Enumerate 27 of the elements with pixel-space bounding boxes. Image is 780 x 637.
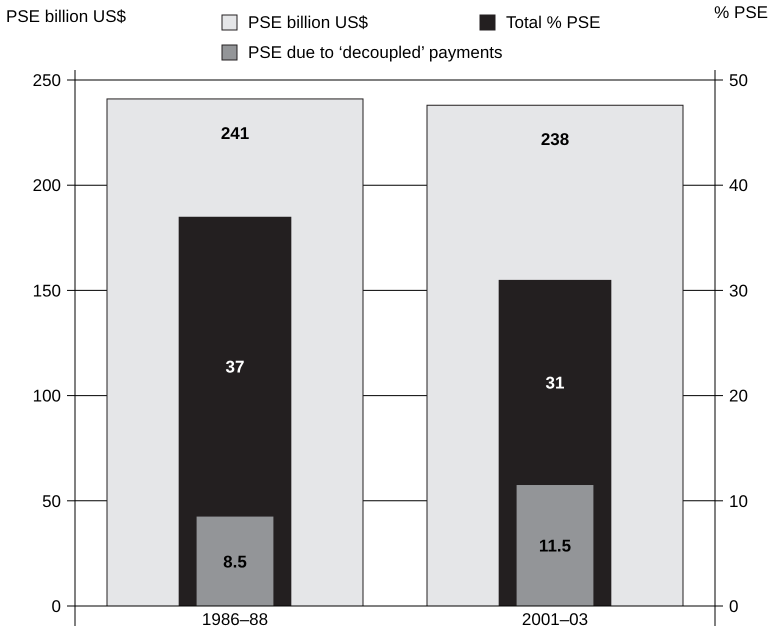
data-label: 8.5 (223, 552, 247, 572)
y-tick-label: 250 (32, 71, 61, 90)
y-tick-label: 50 (42, 492, 61, 511)
y2-tick-label: 40 (729, 176, 748, 196)
y-axis-title: PSE billion US$ (6, 7, 127, 26)
data-label: 11.5 (538, 536, 572, 556)
bar (196, 516, 274, 606)
y2-tick-label: 0 (729, 597, 738, 616)
y2-axis-title: % PSE (714, 3, 768, 22)
y-tick-label: 100 (32, 386, 61, 406)
y-tick-label: 150 (32, 281, 61, 300)
y2-tick-label: 30 (729, 281, 748, 300)
y2-tick-label: 10 (729, 492, 748, 511)
legend-label: PSE due to ‘decoupled’ payments (248, 43, 503, 62)
legend-label: PSE billion US$ (248, 13, 369, 32)
x-tick-label: 1986–88 (202, 610, 268, 629)
bar (516, 485, 594, 606)
x-tick-label: 2001–03 (522, 610, 588, 629)
data-label: 31 (546, 373, 564, 392)
y-tick-label: 0 (52, 597, 61, 616)
y2-tick-label: 20 (729, 386, 748, 406)
legend-label: Total % PSE (506, 13, 600, 32)
data-label: 238 (540, 130, 570, 150)
y-tick-label: 200 (32, 176, 61, 196)
y2-tick-label: 50 (729, 71, 748, 90)
data-label: 241 (220, 124, 250, 143)
data-label: 37 (226, 358, 244, 377)
